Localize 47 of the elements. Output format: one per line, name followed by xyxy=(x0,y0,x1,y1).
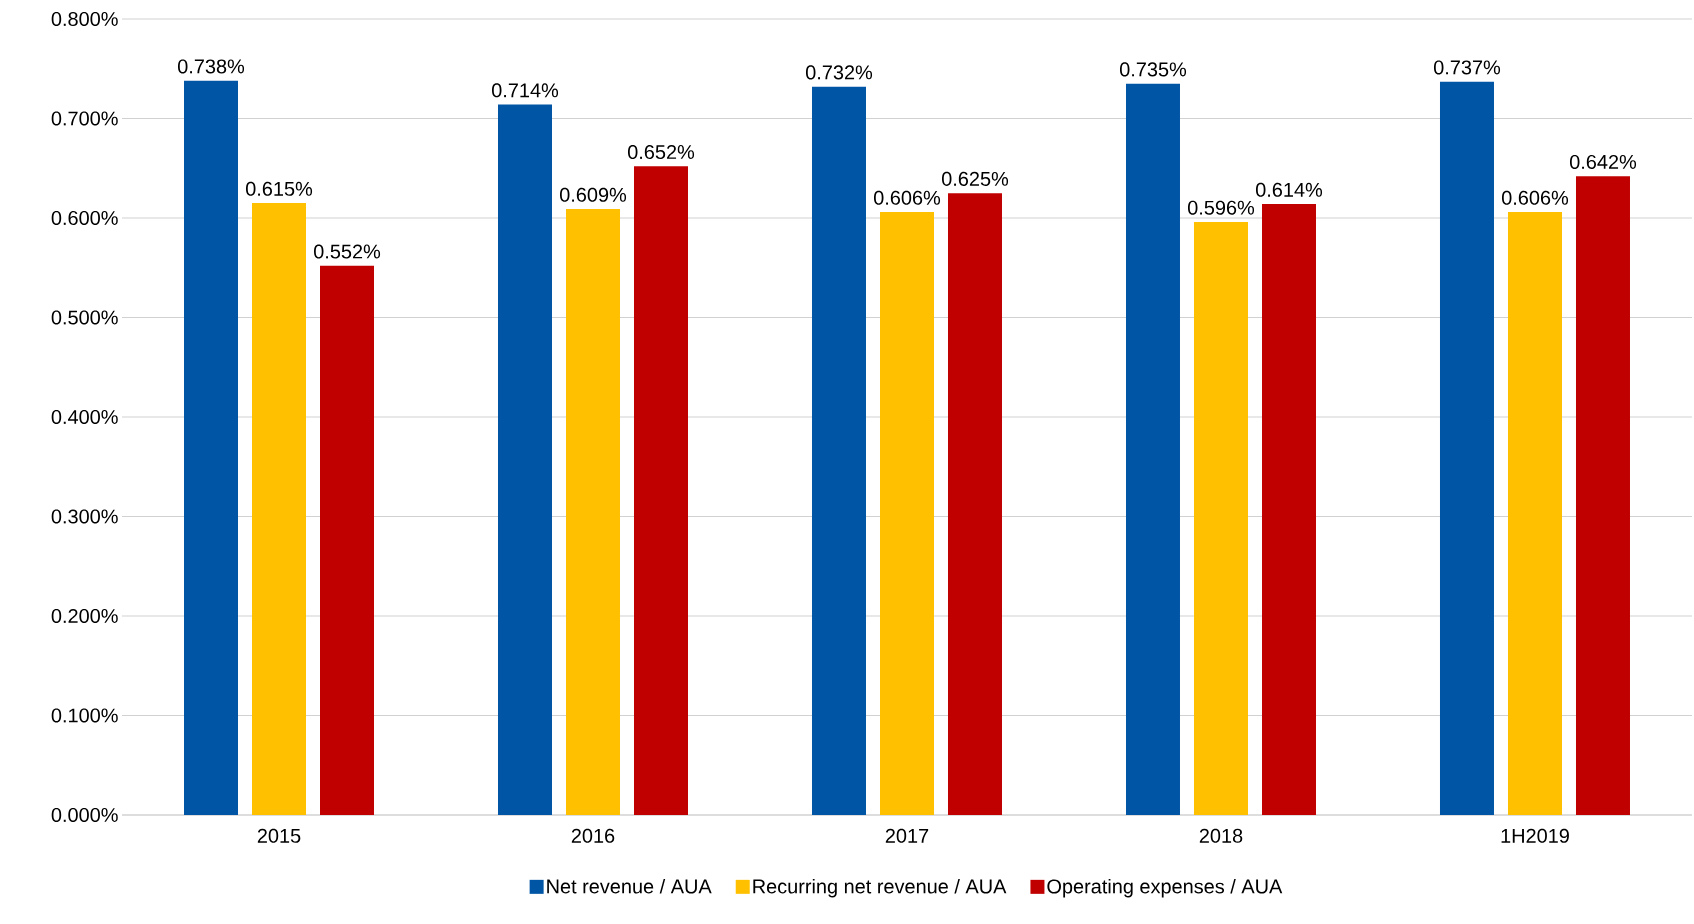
x-tick-label: 1H2019 xyxy=(1501,828,1569,843)
bar xyxy=(634,166,688,815)
bar xyxy=(1439,81,1494,815)
y-tick-label: 0.000% xyxy=(51,807,118,823)
x-tick-label: 2016 xyxy=(571,828,615,843)
data-label: 0.737% xyxy=(1433,60,1501,75)
bar xyxy=(1125,83,1180,815)
data-label: 0.606% xyxy=(873,190,941,205)
y-tick-label: 0.600% xyxy=(51,210,118,226)
bar xyxy=(1193,221,1248,815)
x-tick-label: 2018 xyxy=(1199,828,1243,843)
data-label: 0.625% xyxy=(941,171,1009,186)
bar xyxy=(498,104,552,815)
x-tick-label: 2015 xyxy=(257,828,301,843)
bar xyxy=(1575,176,1630,815)
data-label: 0.596% xyxy=(1187,200,1255,215)
y-tick-label: 0.100% xyxy=(51,708,118,723)
data-label: 0.642% xyxy=(1569,154,1637,169)
y-tick-label: 0.700% xyxy=(51,111,118,126)
y-tick-label: 0.400% xyxy=(51,409,118,425)
bar xyxy=(184,80,238,815)
data-label: 0.732% xyxy=(805,65,873,80)
bar xyxy=(252,203,306,815)
bar xyxy=(1507,212,1562,815)
data-label: 0.614% xyxy=(1255,182,1323,197)
legend-label: Recurring net revenue / AUA xyxy=(753,878,1007,898)
data-label: 0.606% xyxy=(1501,190,1569,205)
legend-label: Operating expenses / AUA xyxy=(1047,878,1283,898)
y-tick-label: 0.200% xyxy=(51,608,118,624)
x-tick-label: 2017 xyxy=(885,828,929,843)
bar xyxy=(320,265,374,815)
data-label: 0.714% xyxy=(491,83,559,98)
bar xyxy=(947,193,1002,815)
data-label: 0.652% xyxy=(627,144,695,160)
y-tick-label: 0.500% xyxy=(51,310,118,325)
data-label: 0.609% xyxy=(559,187,627,202)
bar xyxy=(879,212,934,815)
y-tick-label: 0.300% xyxy=(51,509,118,524)
y-tick-label: 0.800% xyxy=(51,11,118,27)
bar xyxy=(566,209,620,815)
data-label: 0.615% xyxy=(245,181,313,196)
data-label: 0.552% xyxy=(313,244,381,259)
bar xyxy=(1261,204,1316,815)
data-label: 0.738% xyxy=(177,59,245,74)
legend-label: Net revenue / AUA xyxy=(547,878,712,894)
data-label: 0.735% xyxy=(1119,62,1187,77)
bar xyxy=(811,86,866,815)
